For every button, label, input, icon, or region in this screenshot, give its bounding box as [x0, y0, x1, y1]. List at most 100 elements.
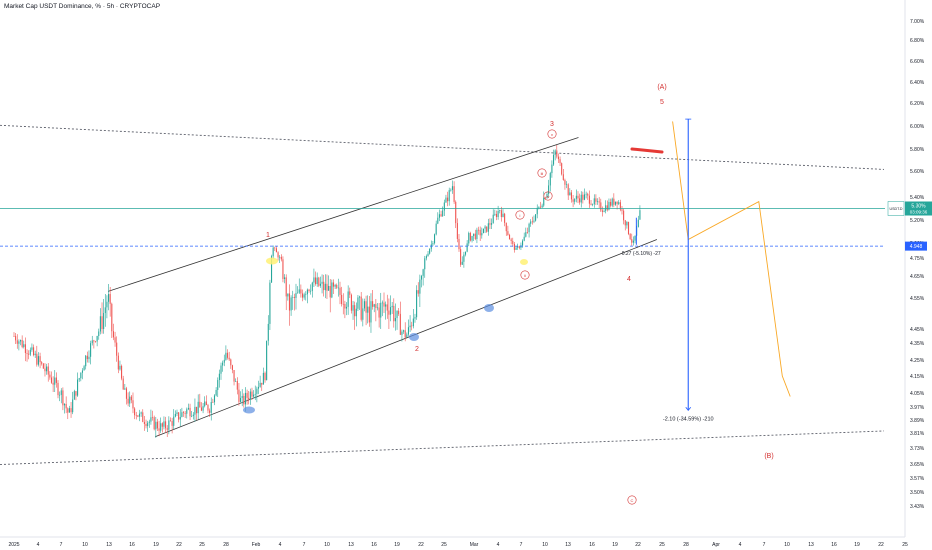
- candle-body: [323, 281, 325, 291]
- price-tick-label: 5.80%: [910, 147, 925, 153]
- candle-body: [478, 229, 480, 231]
- candle-body: [182, 412, 185, 413]
- candle-body: [329, 285, 331, 298]
- wave-A-label: (A): [657, 84, 666, 91]
- candle-body: [218, 373, 220, 381]
- outer-upper-dotted-line: [0, 124, 885, 170]
- candle-body: [474, 233, 476, 240]
- candle-body: [548, 185, 550, 194]
- candle-body: [114, 337, 116, 343]
- candle-body: [244, 392, 247, 405]
- candle-body: [26, 352, 28, 354]
- time-tick-label: 25: [199, 542, 205, 548]
- candle-body: [279, 256, 281, 258]
- candle-body: [134, 408, 136, 416]
- candle-body: [608, 201, 610, 210]
- candle-body: [461, 261, 463, 265]
- candle-body: [328, 285, 330, 291]
- candle-body: [44, 368, 46, 372]
- candle-body: [196, 406, 198, 414]
- wave-5-label: 5: [660, 99, 664, 106]
- candle-body: [77, 379, 79, 396]
- low-marker-a: [243, 406, 255, 414]
- sub-wave-v-label: v: [551, 132, 553, 137]
- candle-body: [613, 198, 615, 205]
- candle-body: [129, 396, 131, 404]
- candle-body: [411, 325, 413, 327]
- candle-body: [539, 206, 542, 208]
- candle-body: [176, 412, 178, 414]
- projection-path: [672, 121, 791, 397]
- candle-body: [150, 417, 152, 422]
- candle-body: [552, 154, 555, 165]
- candle-body: [570, 192, 573, 200]
- time-tick-label: 13: [348, 542, 354, 548]
- time-tick-label: 7: [303, 542, 306, 548]
- candle-body: [520, 245, 522, 248]
- candle-body: [494, 213, 496, 215]
- candle-body: [619, 202, 621, 210]
- candle-body: [567, 184, 569, 196]
- candle-body: [240, 397, 242, 402]
- candle-body: [264, 372, 266, 381]
- time-tick-label: 19: [394, 542, 400, 548]
- candle-body: [318, 277, 320, 286]
- candle-body: [557, 156, 559, 160]
- time-tick-label: 25: [441, 542, 447, 548]
- candle-body: [261, 382, 263, 385]
- candle-body: [59, 394, 61, 396]
- candle-body: [270, 256, 273, 283]
- candle-body: [18, 341, 20, 344]
- candle-body: [297, 292, 299, 294]
- candle-body: [564, 179, 566, 185]
- candle-body: [241, 395, 243, 398]
- sub-wave-ii-label-circle: [520, 270, 530, 280]
- candle-body: [435, 223, 437, 235]
- time-tick-label: 22: [176, 542, 182, 548]
- candle-body: [326, 283, 328, 291]
- candle-body: [416, 290, 418, 318]
- candle-body: [200, 407, 202, 411]
- sub-wave-marker: [520, 259, 528, 265]
- price-tick-label: 3.50%: [910, 490, 925, 496]
- candle-body: [280, 256, 282, 260]
- time-tick-label: 4: [739, 542, 742, 548]
- candle-body: [634, 235, 636, 241]
- candle-body: [310, 290, 312, 292]
- candle-body: [486, 226, 488, 232]
- candle-body: [42, 363, 44, 369]
- wave2-marker: [409, 333, 419, 341]
- candle-body: [257, 386, 260, 389]
- candle-body: [505, 222, 507, 232]
- time-tick-label: 7: [763, 542, 766, 548]
- candle-body: [209, 410, 211, 413]
- candle-body: [526, 232, 528, 233]
- candle-body: [484, 226, 486, 229]
- price-tick-label: 3.65%: [910, 462, 925, 468]
- candle-body: [624, 220, 626, 226]
- candle-body: [246, 392, 248, 398]
- candle-body: [464, 251, 467, 255]
- candle-body: [269, 282, 271, 324]
- sub-wave-iv-label: iv: [547, 194, 550, 199]
- price-tick-label: 6.40%: [910, 80, 925, 86]
- candle-body: [158, 428, 160, 431]
- candle-body: [512, 240, 514, 244]
- candle-body: [181, 412, 183, 417]
- candle-body: [430, 244, 432, 249]
- candle-body: [427, 253, 429, 257]
- candle-body: [391, 305, 393, 308]
- candle-body: [91, 340, 93, 344]
- candle-body: [194, 406, 196, 415]
- candle-body: [507, 231, 509, 235]
- candle-body: [344, 303, 346, 309]
- candle-body: [267, 323, 269, 341]
- symbol-title: Market Cap USDT Dominance, % · 5h · CRYP…: [4, 3, 161, 10]
- candle-body: [407, 327, 410, 335]
- candle-body: [549, 173, 551, 186]
- candle-body: [401, 331, 403, 335]
- candle-body: [243, 395, 245, 405]
- candle-body: [86, 355, 88, 360]
